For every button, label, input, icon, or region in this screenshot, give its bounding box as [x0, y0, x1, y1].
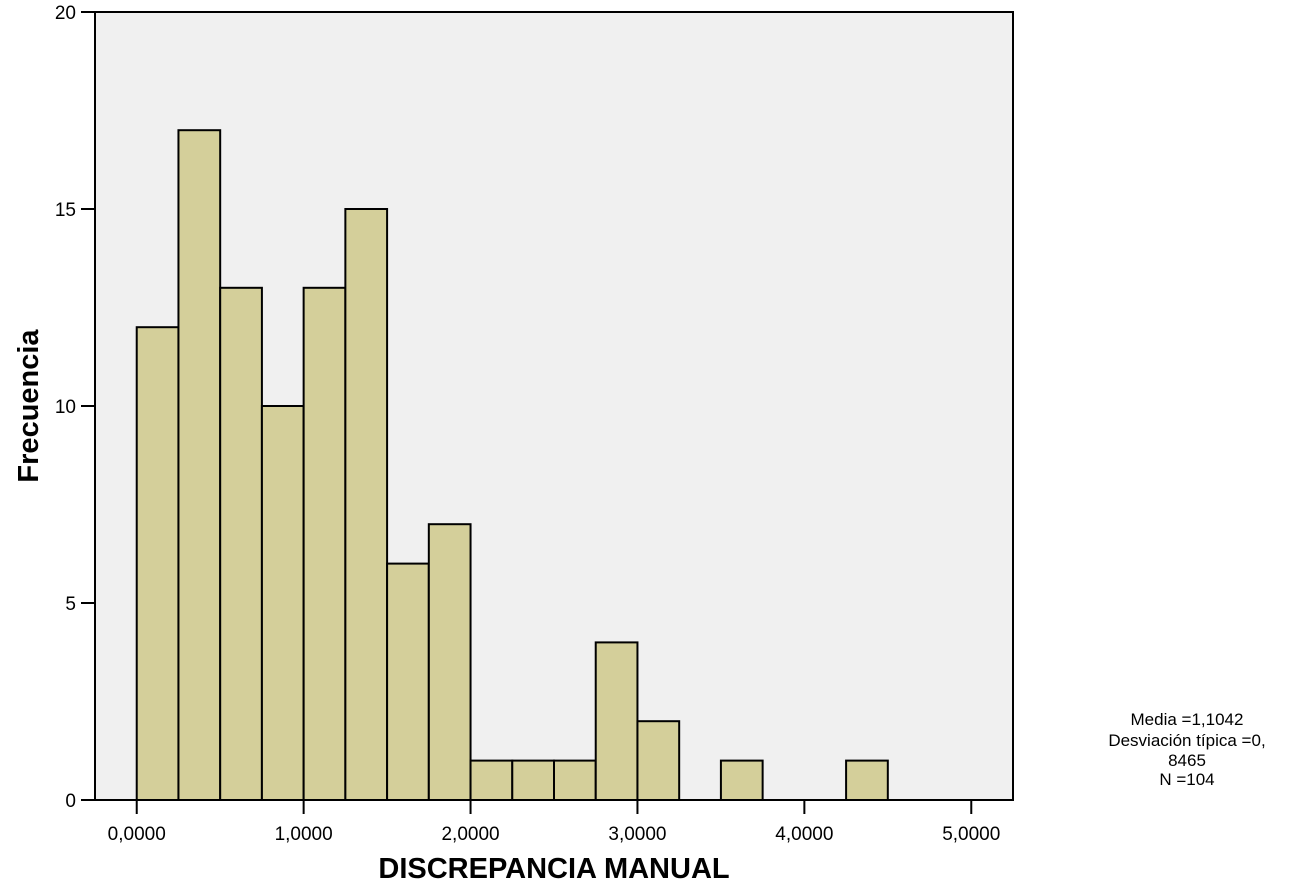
histogram-bar-6	[386, 562, 430, 801]
histogram-bar-14	[845, 759, 889, 801]
x-axis-title: DISCREPANCIA MANUAL	[378, 853, 729, 885]
histogram-bar-4	[302, 286, 347, 801]
histogram-bar-11	[594, 641, 639, 802]
histogram-bar-8	[469, 759, 514, 801]
histogram-bar-7	[427, 523, 472, 801]
x-tick-label: 4,0000	[775, 824, 833, 845]
x-axis: 0,0000 1,0000 2,0000 3,0000 4,0000 5,0000	[108, 800, 1000, 845]
stats-box: Media =1,1042 Desviación típica =0, 8465…	[1108, 710, 1265, 789]
stats-line-desviacion-cont: 8465	[1168, 751, 1206, 770]
y-tick-label: 10	[55, 397, 76, 418]
histogram-bar-13	[719, 759, 764, 801]
y-tick-label: 20	[55, 3, 76, 24]
x-tick-label: 1,0000	[275, 824, 333, 845]
bars-group	[135, 129, 889, 802]
histogram-bar-0	[135, 326, 180, 801]
histogram-bar-2	[219, 286, 263, 801]
stats-line-n: N =104	[1159, 770, 1214, 789]
y-axis: 0 5 10 15 20	[55, 3, 95, 812]
histogram-bar-10	[553, 759, 597, 801]
histogram-bar-9	[511, 759, 555, 801]
x-tick-label: 2,0000	[441, 824, 499, 845]
y-axis-title: Frecuencia	[13, 329, 45, 483]
x-tick-label: 5,0000	[942, 824, 1000, 845]
y-tick-label: 5	[65, 594, 76, 615]
histogram-bar-1	[177, 129, 222, 801]
x-tick-label: 3,0000	[608, 824, 666, 845]
histogram-bar-3	[260, 405, 305, 801]
histogram-bar-5	[344, 208, 389, 801]
y-tick-label: 0	[65, 791, 76, 812]
y-tick-label: 15	[55, 200, 76, 221]
x-tick-label: 0,0000	[108, 824, 166, 845]
stats-line-desviacion: Desviación típica =0,	[1108, 731, 1265, 750]
stats-line-media: Media =1,1042	[1131, 710, 1244, 729]
histogram-bar-12	[636, 720, 681, 802]
